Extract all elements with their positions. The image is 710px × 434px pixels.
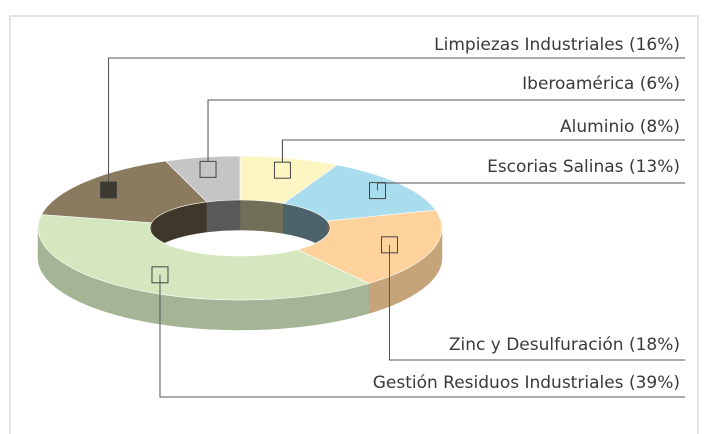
label-marker [199, 160, 217, 178]
slice [164, 155, 241, 203]
category-label: Limpiezas Industriales [434, 35, 624, 55]
leader-line [159, 274, 685, 398]
category-label: Iberoamérica [522, 74, 634, 94]
data-label: Escorias Salinas (13%) [487, 157, 680, 177]
data-label: Iberoamérica (6%) [522, 74, 680, 94]
slice [41, 160, 208, 224]
value-label: (8%) [640, 117, 680, 137]
value-label: (16%) [629, 35, 680, 55]
label-marker [368, 182, 386, 200]
leader-line [389, 244, 685, 361]
data-label: Zinc y Desulfuración (18%) [449, 335, 680, 355]
category-label: Escorias Salinas [487, 157, 624, 177]
slice-side [239, 199, 284, 234]
slice-side [206, 199, 241, 233]
data-label: Aluminio (8%) [560, 117, 680, 137]
slice [296, 209, 443, 284]
category-label: Aluminio [560, 117, 634, 137]
label-marker [273, 161, 291, 179]
data-label: Limpiezas Industriales (16%) [434, 35, 680, 55]
category-label: Gestión Residuos Industriales [373, 373, 624, 393]
value-label: (39%) [629, 373, 680, 393]
frame [9, 15, 699, 434]
label-marker [100, 181, 118, 199]
label-marker [151, 266, 169, 284]
value-label: (6%) [640, 74, 680, 94]
value-label: (18%) [629, 335, 680, 355]
category-label: Zinc y Desulfuración [449, 335, 624, 355]
leader-line [376, 182, 685, 191]
label-marker [381, 236, 399, 254]
data-label: Gestión Residuos Industriales (39%) [373, 373, 680, 393]
slice [37, 214, 370, 301]
value-label: (13%) [629, 157, 680, 177]
